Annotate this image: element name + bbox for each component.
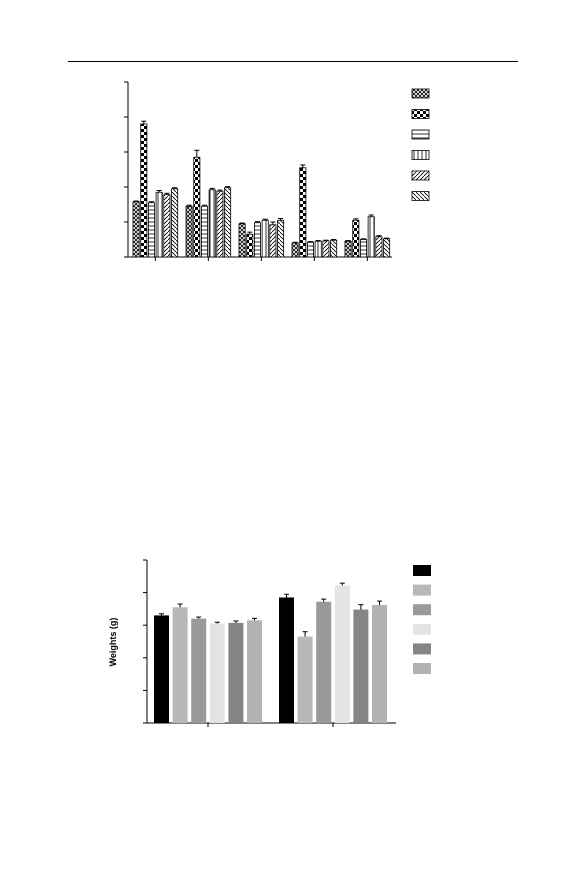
bar xyxy=(279,597,294,723)
bar xyxy=(154,615,169,723)
y-axis-label: Weights (g) xyxy=(108,618,118,667)
legend-swatch xyxy=(411,150,430,160)
legend-swatch xyxy=(413,663,431,674)
bar xyxy=(172,607,188,723)
bar xyxy=(247,620,262,723)
legend-swatch xyxy=(413,565,431,576)
legend-swatch xyxy=(411,191,430,201)
bar xyxy=(209,623,225,723)
bar xyxy=(372,604,387,723)
legend-swatch xyxy=(413,623,431,635)
legend-swatch xyxy=(411,109,430,119)
bar xyxy=(334,585,350,723)
bar xyxy=(316,601,332,723)
legend-swatch xyxy=(411,170,430,181)
legend-swatch xyxy=(413,584,431,596)
bar xyxy=(297,636,313,723)
legend-swatch xyxy=(413,604,431,616)
legend-swatch xyxy=(411,129,430,140)
bar xyxy=(228,622,244,723)
legend-swatch xyxy=(411,88,430,99)
bar xyxy=(191,618,207,723)
bar xyxy=(353,609,369,723)
header-rule xyxy=(68,61,518,62)
legend-swatch xyxy=(413,643,431,655)
